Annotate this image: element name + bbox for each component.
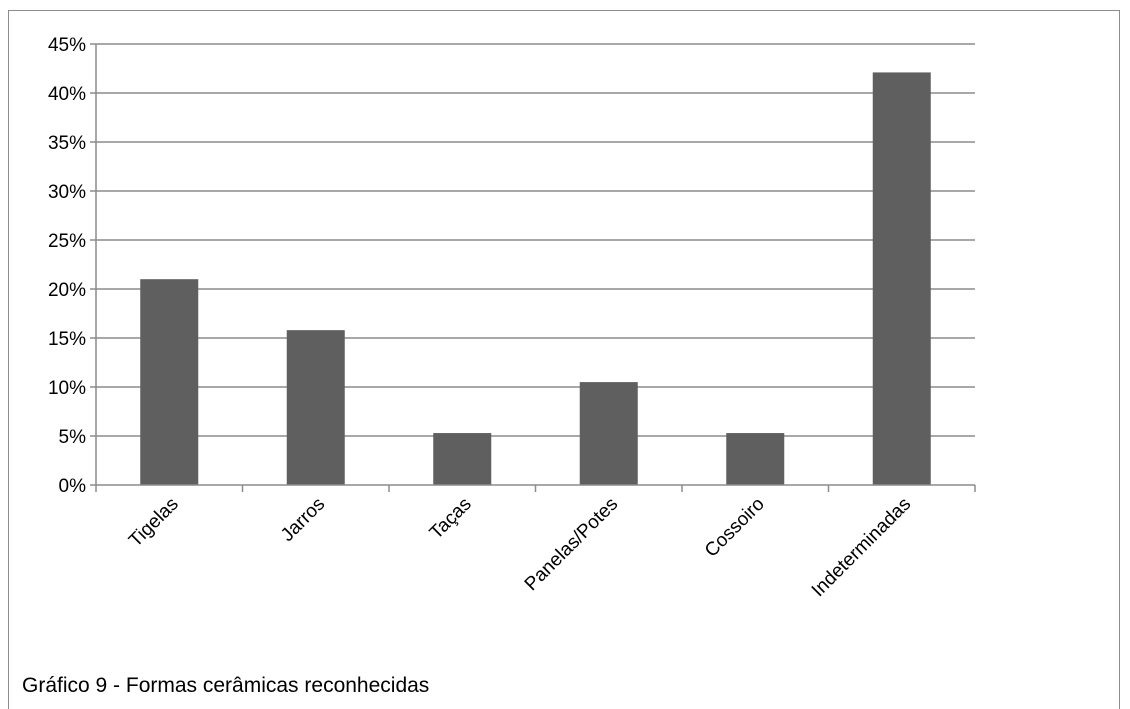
y-tick-label: 15% (48, 329, 86, 350)
gridlines (96, 43, 975, 437)
y-tick-label: 10% (48, 378, 86, 399)
x-category-label: Jarros (277, 494, 329, 546)
y-tick-label: 30% (48, 182, 86, 203)
axes (90, 43, 976, 492)
bar (433, 433, 492, 485)
x-category-label: Indeterminadas (808, 494, 915, 601)
bar (286, 330, 345, 485)
bar (872, 72, 931, 486)
chart-frame (8, 10, 1120, 709)
x-category-label: Cossoiro (701, 494, 769, 562)
y-tick-label: 25% (48, 231, 86, 252)
bar (726, 433, 785, 485)
bar (140, 279, 199, 485)
y-tick-label: 45% (48, 35, 86, 56)
y-tick-label: 40% (48, 84, 86, 105)
bar (579, 382, 638, 485)
x-category-label: Panelas/Potes (521, 494, 622, 595)
y-tick-label: 20% (48, 280, 86, 301)
bars (140, 72, 931, 486)
y-tick-label: 5% (59, 427, 87, 448)
y-tick-label: 0% (59, 476, 87, 497)
x-category-label: Taças (426, 494, 476, 544)
x-category-label: Tigelas (125, 494, 183, 552)
figure-caption: Gráfico 9 - Formas cerâmicas reconhecida… (22, 674, 430, 697)
y-tick-labels: 0% 5% 10% 15% 20% 25% 30% 35% 40% 45% (48, 35, 86, 497)
y-tick-label: 35% (48, 133, 86, 154)
x-category-labels: Tigelas Jarros Taças Panelas/Potes Cossoiro I… (125, 494, 915, 601)
